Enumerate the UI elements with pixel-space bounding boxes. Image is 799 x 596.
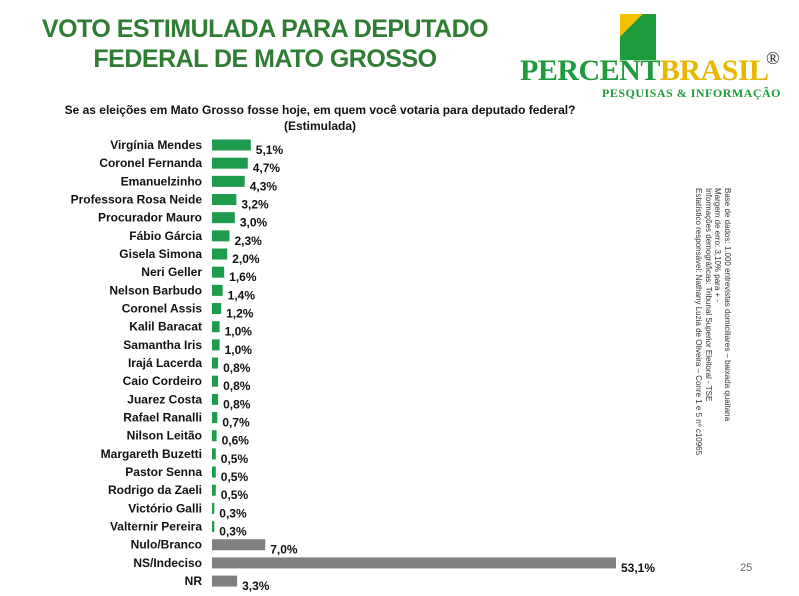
bar	[212, 521, 215, 533]
bar	[212, 393, 219, 405]
data-label: 0,3%	[219, 506, 247, 520]
data-label: 53,1%	[621, 561, 655, 575]
bar	[212, 321, 220, 333]
page-title: VOTO ESTIMULADA PARA DEPUTADO FEDERAL DE…	[40, 14, 490, 74]
category-label: Victório Galli	[128, 501, 202, 515]
category-label: Nulo/Branco	[131, 538, 202, 552]
bar	[212, 375, 219, 387]
data-label: 3,0%	[240, 216, 268, 230]
data-label: 0,5%	[221, 488, 249, 502]
category-label: Rodrigo da Zaeli	[108, 483, 202, 497]
bar	[212, 557, 616, 569]
logo-registered-mark: ®	[766, 48, 780, 68]
bar	[212, 284, 223, 296]
data-label: 0,6%	[222, 434, 250, 448]
chart-question: Se as eleições em Mato Grosso fosse hoje…	[40, 102, 600, 134]
category-label: Samantha Iris	[123, 338, 202, 352]
category-label: Irajá Lacerda	[128, 356, 202, 370]
data-label: 7,0%	[270, 543, 298, 557]
category-label: Virgínia Mendes	[110, 138, 202, 152]
bar-chart: Virgínia Mendes 5,1% Coronel Fernanda 4,7% E…	[71, 138, 656, 593]
data-label: 0,5%	[221, 470, 249, 484]
question-line-2: (Estimulada)	[283, 119, 356, 133]
logo-part-brasil: BRASIL	[659, 54, 769, 87]
data-label: 0,3%	[219, 525, 247, 539]
bar	[212, 575, 238, 587]
category-label: Caio Cordeiro	[123, 374, 202, 388]
bar	[212, 303, 222, 315]
category-label: Emanuelzinho	[121, 174, 202, 188]
title-line-1: VOTO ESTIMULADA PARA DEPUTADO	[41, 15, 489, 43]
data-label: 3,2%	[241, 198, 269, 212]
data-label: 1,2%	[226, 307, 254, 321]
title-line-2: FEDERAL DE MATO GROSSO	[93, 45, 437, 73]
logo-subtitle: PESQUISAS & INFORMAÇÃO	[602, 86, 782, 100]
bar	[212, 502, 215, 514]
data-label: 1,0%	[225, 325, 253, 339]
percentbrasil-logo: PERCENTBRASIL ® PESQUISAS & INFORMAÇÃO	[520, 10, 790, 102]
category-label: Rafael Ranalli	[123, 411, 202, 425]
bar	[212, 539, 266, 551]
note-line-1: Base de dados: 1.000 entrevistas domicil…	[723, 188, 732, 422]
bar	[212, 484, 216, 496]
data-label: 2,3%	[234, 234, 262, 248]
data-label: 1,4%	[228, 288, 256, 302]
bar	[212, 357, 219, 369]
bar	[212, 466, 216, 478]
category-label: Neri Geller	[141, 265, 202, 279]
bar	[212, 430, 217, 442]
question-line-1: Se as eleições em Mato Grosso fosse hoje…	[64, 103, 576, 117]
data-label: 0,5%	[221, 452, 249, 466]
bar	[212, 157, 248, 169]
logo-wordmark: PERCENTBRASIL	[520, 54, 769, 88]
data-label: 2,0%	[232, 252, 260, 266]
data-label: 1,0%	[225, 343, 253, 357]
category-label: Nilson Leitão	[127, 429, 202, 443]
bar	[212, 248, 228, 260]
data-label: 0,8%	[223, 397, 251, 411]
category-label: Procurador Mauro	[98, 211, 202, 225]
data-label: 4,7%	[253, 161, 281, 175]
category-label: Professora Rosa Neide	[71, 193, 203, 207]
logo-part-percent: PERCENT	[520, 54, 660, 87]
category-label: Coronel Fernanda	[99, 156, 202, 170]
note-line-3: Informações demográficas: Tribunal Super…	[704, 188, 713, 402]
category-label: Gisela Simona	[119, 247, 202, 261]
data-label: 3,3%	[242, 579, 270, 593]
category-label: Juarez Costa	[127, 392, 202, 406]
category-label: NS/Indeciso	[133, 556, 202, 570]
page-number: 25	[740, 562, 753, 574]
data-label: 0,8%	[223, 361, 251, 375]
data-label: 0,8%	[223, 379, 251, 393]
logo-mark-icon	[620, 14, 656, 60]
category-label: Nelson Barbudo	[109, 283, 202, 297]
bar	[212, 175, 245, 187]
category-label: Coronel Assis	[122, 302, 203, 316]
bar	[212, 448, 216, 460]
category-label: Valternir Pereira	[110, 520, 202, 534]
bar	[212, 139, 251, 151]
bar	[212, 230, 230, 242]
data-label: 1,6%	[229, 270, 257, 284]
data-label: 4,3%	[250, 179, 278, 193]
bar	[212, 194, 237, 206]
category-label: Margareth Buzetti	[101, 447, 202, 461]
bar	[212, 339, 220, 351]
note-line-4: Estatístico responsável: Nathany Luzia d…	[694, 188, 704, 456]
category-label: Kalil Baracat	[129, 320, 202, 334]
bar	[212, 412, 218, 424]
bar	[212, 212, 235, 224]
bar	[212, 266, 225, 278]
category-label: NR	[185, 574, 203, 588]
category-label: Fábio Gárcia	[129, 229, 202, 243]
data-label: 0,7%	[222, 416, 250, 430]
category-label: Pastor Senna	[125, 465, 202, 479]
data-label: 5,1%	[256, 143, 284, 157]
note-line-2: Margem de erro: 3,10% para + -	[713, 188, 723, 303]
methodology-notes: Base de dados: 1.000 entrevistas domicil…	[694, 188, 733, 456]
